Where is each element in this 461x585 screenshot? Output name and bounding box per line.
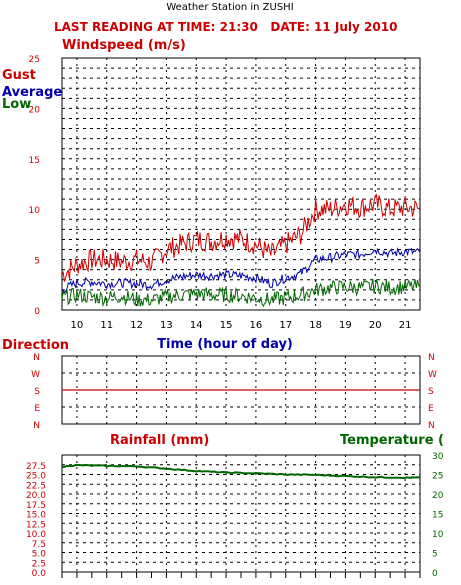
y-tick-label: 10 xyxy=(29,206,41,216)
y-tick-label: 15 xyxy=(29,156,40,166)
y-tick-label: 25 xyxy=(29,55,40,65)
rain-tick-label: 20.0 xyxy=(26,491,46,501)
x-tick-label: 16 xyxy=(250,320,263,331)
rain-tick-label: 25.0 xyxy=(26,472,46,482)
rain-tick-label: 15.0 xyxy=(26,511,46,521)
direction-tick-left: N xyxy=(33,421,40,431)
temperature-tick-label: 15 xyxy=(432,511,443,521)
rain-tick-label: 10.0 xyxy=(26,530,46,540)
x-tick-label: 18 xyxy=(309,320,322,331)
windspeed-title: Windspeed (m/s) xyxy=(62,38,186,53)
series-line-average xyxy=(61,246,421,294)
plot-frame xyxy=(61,57,421,311)
direction-tick-left: N xyxy=(33,353,40,363)
y-tick-label: 5 xyxy=(34,257,40,267)
y-tick-label: 0 xyxy=(34,307,40,317)
temperature-tick-label: 20 xyxy=(432,491,444,501)
x-tick-label: 20 xyxy=(369,320,382,331)
rain-tick-label: 22.5 xyxy=(26,481,46,491)
temperature-tick-label: 5 xyxy=(432,550,438,560)
x-tick-label: 13 xyxy=(160,320,173,331)
time-axis: 10 11 12 13 14 15 16 17 18 19 20 21 xyxy=(71,320,412,331)
x-tick-label: 17 xyxy=(279,320,292,331)
legend-gust: Gust xyxy=(2,68,36,83)
direction-tick-right: N xyxy=(428,421,435,431)
series-line-low xyxy=(61,278,421,308)
rain-tick-label: 7.5 xyxy=(32,540,46,550)
windspeed-grid xyxy=(61,57,421,311)
direction-tick-left: W xyxy=(31,370,40,380)
legend-average: Average xyxy=(2,85,62,100)
x-tick-label: 10 xyxy=(71,320,84,331)
direction-tick-left: E xyxy=(34,404,40,414)
legend-low: Low xyxy=(2,97,31,112)
x-tick-label: 12 xyxy=(130,320,143,331)
rain-tick-label: 0.0 xyxy=(32,569,47,579)
last-reading-line: LAST READING AT TIME: 21:30 DATE: 11 Jul… xyxy=(54,20,397,34)
temperature-title: Temperature ( xyxy=(340,433,444,448)
rain-tick-label: 27.5 xyxy=(26,462,46,472)
rain-tick-label: 12.5 xyxy=(26,520,46,530)
temperature-tick-label: 30 xyxy=(432,452,444,462)
rain-tick-label: 17.5 xyxy=(26,501,46,511)
temperature-series xyxy=(61,463,421,480)
temperature-tick-label: 10 xyxy=(432,530,444,540)
x-tick-label: 11 xyxy=(100,320,113,331)
station-title: Weather Station in ZUSHI xyxy=(166,2,293,13)
windspeed-y-axis: 0 5 10 15 20 25 xyxy=(29,55,41,317)
y-tick-label: 20 xyxy=(29,105,41,115)
x-tick-label: 21 xyxy=(399,320,412,331)
x-tick-label: 15 xyxy=(220,320,233,331)
direction-tick-right: W xyxy=(428,370,437,380)
direction-tick-right: E xyxy=(428,404,434,414)
rainfall-axes: 0.02.55.07.510.012.515.017.520.022.525.0… xyxy=(26,452,444,579)
time-axis-title: Time (hour of day) xyxy=(157,337,293,352)
direction-tick-left: S xyxy=(34,387,40,397)
rain-tick-label: 5.0 xyxy=(32,550,47,560)
temperature-tick-label: 25 xyxy=(432,472,443,482)
x-tick-label: 19 xyxy=(339,320,352,331)
direction-tick-right: S xyxy=(428,387,434,397)
series-line-temperature xyxy=(61,463,421,480)
series-line-gust xyxy=(61,193,421,282)
temperature-tick-label: 0 xyxy=(432,569,438,579)
windspeed-series xyxy=(61,193,421,308)
direction-tick-right: N xyxy=(428,353,435,363)
rainfall-title: Rainfall (mm) xyxy=(110,433,209,448)
x-tick-label: 14 xyxy=(190,320,203,331)
direction-title: Direction xyxy=(2,338,69,353)
rain-tick-label: 2.5 xyxy=(32,559,46,569)
direction-y-axis: N NW WS SE EN N xyxy=(31,353,437,431)
